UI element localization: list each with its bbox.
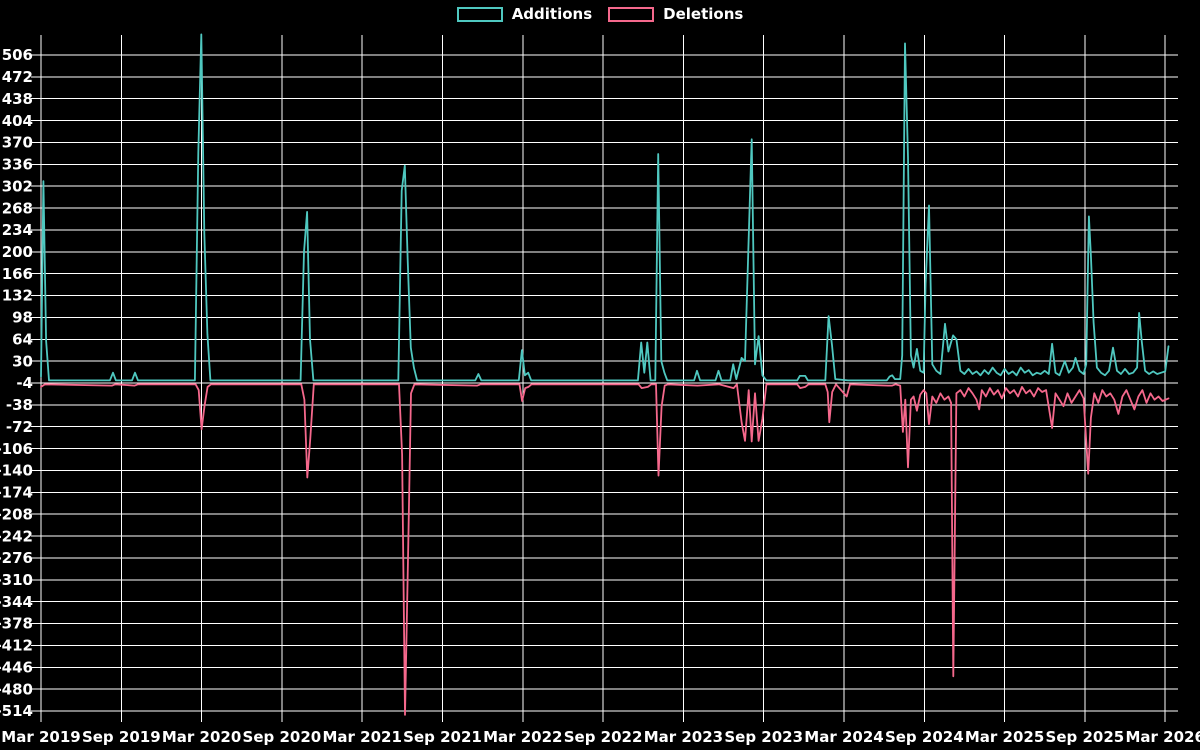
deletions-legend-label: Deletions (663, 5, 744, 23)
x-tick-label: Mar 2025 (965, 728, 1044, 746)
y-tick-label: -412 (0, 637, 33, 655)
deletions-swatch (608, 7, 655, 22)
x-tick-label: Mar 2021 (322, 728, 401, 746)
y-tick-label: -106 (0, 440, 33, 458)
x-tick-label: Sep 2025 (1046, 728, 1125, 746)
y-tick-label: -446 (0, 659, 33, 677)
x-tick-label: Sep 2020 (243, 728, 322, 746)
y-tick-label: 438 (2, 90, 33, 108)
y-tick-label: -174 (0, 484, 33, 502)
additions-swatch (456, 7, 503, 22)
x-tick-label: Mar 2019 (1, 728, 80, 746)
x-tick-label: Sep 2021 (403, 728, 482, 746)
y-tick-label: 268 (2, 199, 33, 217)
y-tick-label: -38 (6, 396, 33, 414)
y-tick-label: 30 (12, 352, 33, 370)
y-tick-label: 166 (2, 265, 33, 283)
y-tick-label: -4 (16, 374, 33, 392)
y-tick-label: 370 (2, 134, 33, 152)
chart-legend: Additions Deletions (0, 7, 1200, 22)
y-tick-label: 234 (2, 221, 33, 239)
y-tick-label: -514 (0, 702, 33, 720)
y-tick-label: -72 (6, 418, 33, 436)
y-tick-label: -242 (0, 527, 33, 545)
deletions-line (40, 383, 1170, 716)
x-tick-label: Sep 2023 (724, 728, 803, 746)
x-tick-label: Mar 2026 (1125, 728, 1200, 746)
y-tick-label: -140 (0, 462, 33, 480)
y-tick-label: 200 (2, 243, 33, 261)
x-tick-label: Sep 2019 (82, 728, 161, 746)
legend-item-deletions[interactable]: Deletions (608, 7, 743, 22)
x-tick-label: Sep 2024 (885, 728, 964, 746)
y-tick-label: 336 (2, 156, 33, 174)
y-tick-label: -378 (0, 615, 33, 633)
x-tick-label: Mar 2022 (483, 728, 562, 746)
additions-line (40, 33, 1170, 382)
x-tick-label: Mar 2024 (804, 728, 883, 746)
y-tick-label: 404 (2, 112, 33, 130)
x-tick-label: Mar 2023 (644, 728, 723, 746)
y-tick-label: 98 (12, 309, 33, 327)
y-tick-label: 64 (12, 331, 33, 349)
legend-item-additions[interactable]: Additions (456, 5, 593, 23)
axis-labels: 506 472 438 404 370 336 302 268 234 200 166 132 98 64… (0, 46, 1200, 746)
y-tick-label: 506 (2, 46, 33, 64)
y-tick-label: -208 (0, 505, 33, 523)
y-tick-label: 132 (2, 287, 33, 305)
y-tick-label: 472 (2, 68, 33, 86)
gridlines (31, 35, 1178, 722)
y-tick-label: -276 (0, 549, 33, 567)
y-tick-label: -480 (0, 680, 33, 698)
y-tick-label: -310 (0, 571, 33, 589)
additions-legend-label: Additions (511, 5, 593, 23)
x-tick-label: Mar 2020 (162, 728, 241, 746)
x-tick-label: Sep 2022 (564, 728, 643, 746)
y-tick-label: 302 (2, 177, 33, 195)
y-tick-label: -344 (0, 593, 33, 611)
